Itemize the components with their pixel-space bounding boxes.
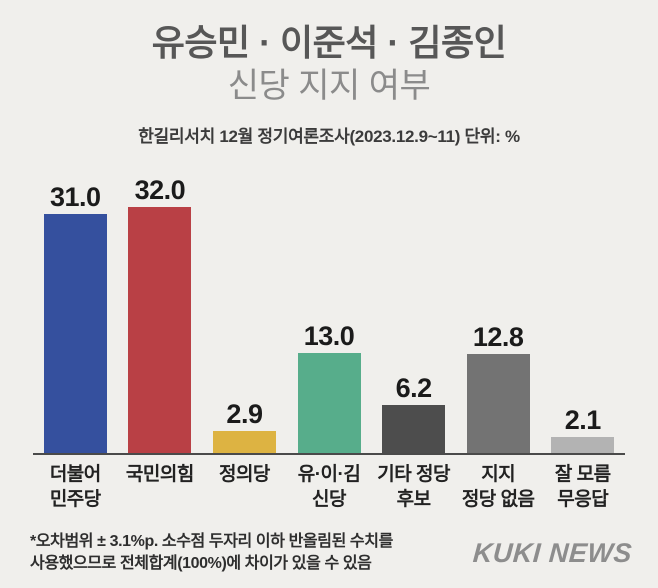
page-title: 유승민 · 이준석 · 김종인 xyxy=(151,22,507,63)
bar xyxy=(382,405,446,453)
bar-group: 13.0 xyxy=(287,170,372,453)
page-subtitle: 신당 지지 여부 xyxy=(227,67,431,106)
bar-category-label: 국민의힘 xyxy=(125,464,194,485)
bar xyxy=(212,430,276,453)
bar xyxy=(551,436,615,453)
bar-value-label: 31.0 xyxy=(50,182,101,213)
bar-category-label: 기타 정당 후보 xyxy=(377,464,450,510)
bar-value-label: 6.2 xyxy=(395,373,433,404)
footnote: *오차범위 ± 3.1%p. 소수점 두자리 이하 반올림된 수치를 사용했으므… xyxy=(30,533,393,572)
survey-source: 한길리서치 12월 정기여론조사(2023.12.9~11) 단위: % xyxy=(138,127,520,147)
bar-value-label: 12.8 xyxy=(472,322,524,353)
x-axis-labels: 더불어 민주당 국민의힘 정의당 유·이·김 신당 기타 정당 후보 지지 정당 없음 잘 … xyxy=(33,463,625,512)
bar-group: 31.0 xyxy=(33,170,118,453)
bar-category-label: 정의당 xyxy=(218,464,270,485)
bar xyxy=(128,206,192,453)
header: 유승민 · 이준석 · 김종인 신당 지지 여부 한길리서치 12월 정기여론조… xyxy=(0,22,658,147)
bar-group: 2.1 xyxy=(540,170,625,453)
bar-value-label: 13.0 xyxy=(303,320,355,351)
bar xyxy=(43,214,107,453)
bar-group: 2.9 xyxy=(202,170,287,453)
bar-chart: 31.0 32.0 2.9 13.0 6.2 12.8 2.1 더불어 민주당 국민의힘 정의당… xyxy=(33,170,625,512)
bar-category-label: 지지 정당 없음 xyxy=(461,464,535,510)
bar-value-label: 32.0 xyxy=(134,174,186,205)
bar-group: 6.2 xyxy=(371,170,456,453)
bar-category-label: 더불어 민주당 xyxy=(49,464,101,510)
bar-group: 32.0 xyxy=(118,170,203,453)
bar-group: 12.8 xyxy=(456,170,541,453)
kuki-news-logo: KUKI NEWS xyxy=(471,538,634,568)
bar-category-label: 잘 모름 무응답 xyxy=(554,464,611,510)
bar-value-label: 2.1 xyxy=(564,404,602,435)
bar xyxy=(466,354,530,453)
bar-value-label: 2.9 xyxy=(226,398,263,429)
bar-category-label: 유·이·김 신당 xyxy=(297,464,361,510)
bar xyxy=(297,352,361,453)
plot-area: 31.0 32.0 2.9 13.0 6.2 12.8 2.1 xyxy=(33,170,625,455)
